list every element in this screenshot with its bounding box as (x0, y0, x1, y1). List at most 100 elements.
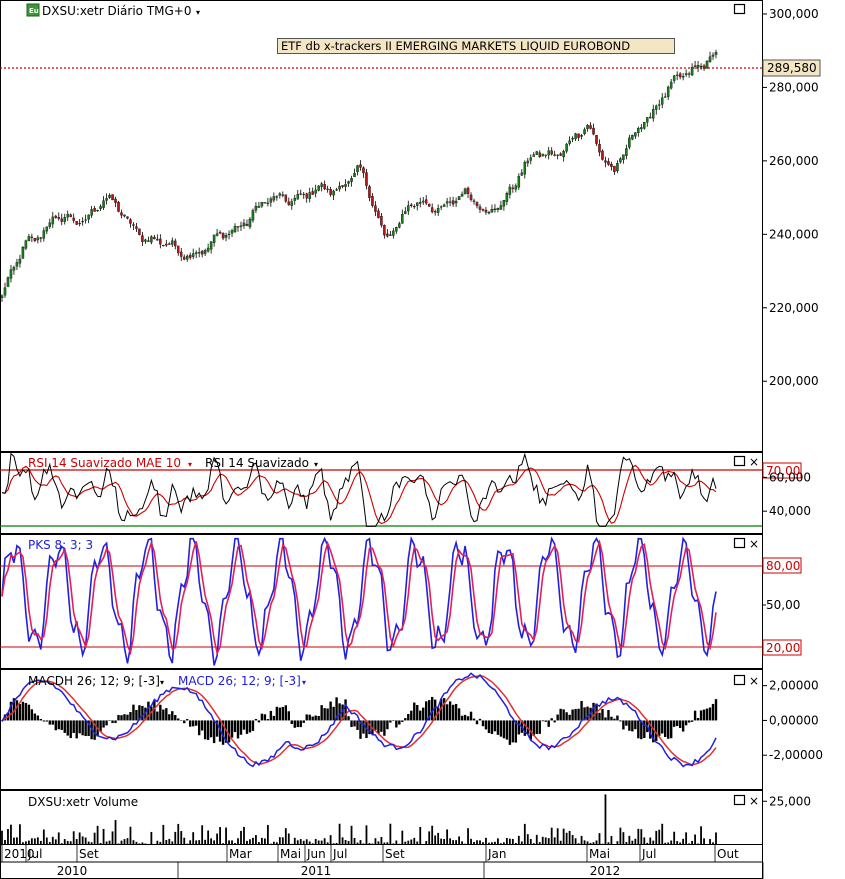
volume-bar (502, 842, 505, 844)
volume-bar (153, 843, 156, 845)
price-maximize-icon[interactable] (733, 3, 746, 15)
rsi-label-b[interactable]: RSI 14 Suavizado (205, 456, 309, 470)
price-candle (212, 234, 216, 243)
price-candle (206, 247, 210, 252)
volume-bar (511, 838, 514, 844)
rsi-label-a-dropdown-icon[interactable]: ▾ (188, 460, 192, 469)
volume-bar (685, 832, 688, 844)
macd-histogram-bar (687, 720, 691, 723)
volume-bar (216, 833, 218, 844)
price-candle (3, 287, 7, 296)
price-candle (123, 214, 126, 217)
price-candle (338, 185, 341, 190)
volume-label[interactable]: DXSU:xetr Volume (28, 795, 138, 809)
volume-bar (526, 834, 529, 844)
volume-bar (520, 841, 523, 844)
macd-histogram-bar (553, 720, 556, 723)
price-candle (96, 210, 99, 212)
price-candle (257, 206, 261, 208)
price-symbol-dropdown-icon[interactable]: ▾ (196, 8, 200, 17)
price-candle (209, 241, 213, 250)
price-candle (386, 233, 389, 237)
price-candle (601, 150, 604, 160)
macd-histogram-bar (463, 714, 467, 721)
price-candle (75, 221, 78, 225)
volume-bar (461, 841, 463, 844)
volume-bar (658, 829, 661, 844)
stoch-label[interactable]: PKS 8; 3; 3 (28, 538, 93, 552)
volume-bar (610, 836, 613, 844)
macd-histogram-bar (505, 720, 509, 740)
price-candle (535, 151, 539, 155)
price-candle (138, 228, 141, 235)
macd-histogram-bar (93, 720, 96, 740)
rsi-maximize-icon[interactable] (733, 455, 746, 467)
price-candle (221, 233, 225, 239)
macd-label-b-dropdown-icon[interactable]: ▾ (302, 678, 306, 687)
price-y-tick-label: 240,000 (769, 227, 819, 241)
price-symbol-label[interactable]: DXSU:xetr Diário TMG+0 (42, 4, 192, 18)
macd-histogram-bar (305, 714, 308, 721)
macd-histogram-bar (290, 720, 293, 724)
price-candle (472, 200, 476, 202)
volume-bar (278, 837, 281, 844)
price-candle (392, 230, 395, 236)
macd-histogram-bar (114, 720, 117, 724)
volume-maximize-icon[interactable] (733, 794, 746, 806)
macd-label-a-dropdown-icon[interactable]: ▾ (160, 678, 164, 687)
volume-bar (284, 828, 287, 844)
volume-bar (607, 842, 610, 844)
macd-histogram-bar (296, 720, 299, 728)
volume-bar (500, 843, 502, 844)
rsi-label-b-dropdown-icon[interactable]: ▾ (314, 460, 318, 469)
price-candle (687, 73, 691, 75)
stoch-maximize-icon[interactable] (733, 537, 746, 549)
macd-histogram-bar (583, 707, 586, 721)
volume-bar (243, 826, 245, 844)
macd-label-a[interactable]: MACDH 26; 12; 9; [-3] (28, 674, 160, 688)
macd-label-b[interactable]: MACD 26; 12; 9; [-3] (178, 674, 301, 688)
macd-histogram-bar (275, 706, 279, 721)
macd-histogram-bar (245, 720, 249, 734)
price-candle (499, 205, 503, 210)
volume-bar (667, 842, 670, 844)
price-candle (326, 188, 329, 190)
rsi-label-a[interactable]: RSI 14 Suavizado MAE 10 (28, 456, 181, 470)
x-month-label: Jan (487, 847, 507, 861)
volume-close-icon[interactable]: × (749, 794, 759, 808)
rsi-close-icon[interactable]: × (749, 455, 759, 469)
price-candle (410, 204, 413, 207)
macd-maximize-icon[interactable] (733, 674, 746, 686)
macd-histogram-bar (66, 720, 69, 736)
macd-close-icon[interactable]: × (749, 674, 759, 688)
macd-histogram-bar (460, 715, 464, 721)
price-candle (675, 74, 679, 76)
macd-histogram-bar (99, 720, 102, 732)
price-y-tick-label: 260,000 (769, 154, 819, 168)
macd-histogram-bar (448, 701, 452, 721)
volume-bar (479, 840, 481, 844)
macd-histogram-bar (338, 703, 341, 721)
macd-histogram-bar (708, 707, 712, 721)
volume-bar (673, 831, 676, 844)
price-candle (278, 193, 282, 196)
macd-histogram-bar (529, 720, 532, 740)
macd-histogram-bar (616, 715, 619, 721)
price-candle (39, 237, 43, 239)
volume-bar (649, 837, 652, 844)
macd-y-tick-label: 2,00000 (769, 679, 819, 693)
price-candle (147, 240, 150, 242)
macd-histogram-bar (75, 720, 78, 739)
macd-histogram-bar (224, 720, 228, 743)
macd-histogram-bar (278, 707, 282, 721)
macd-histogram-bar (9, 701, 13, 721)
macd-histogram-bar (669, 720, 673, 739)
volume-bar (377, 841, 380, 844)
price-candle (156, 238, 159, 241)
price-candle (571, 138, 574, 140)
stoch-close-icon[interactable]: × (749, 537, 759, 551)
macd-histogram-bar (42, 720, 46, 722)
macd-histogram-bar (293, 720, 296, 728)
price-candle (487, 212, 491, 214)
volume-bar (186, 843, 189, 845)
